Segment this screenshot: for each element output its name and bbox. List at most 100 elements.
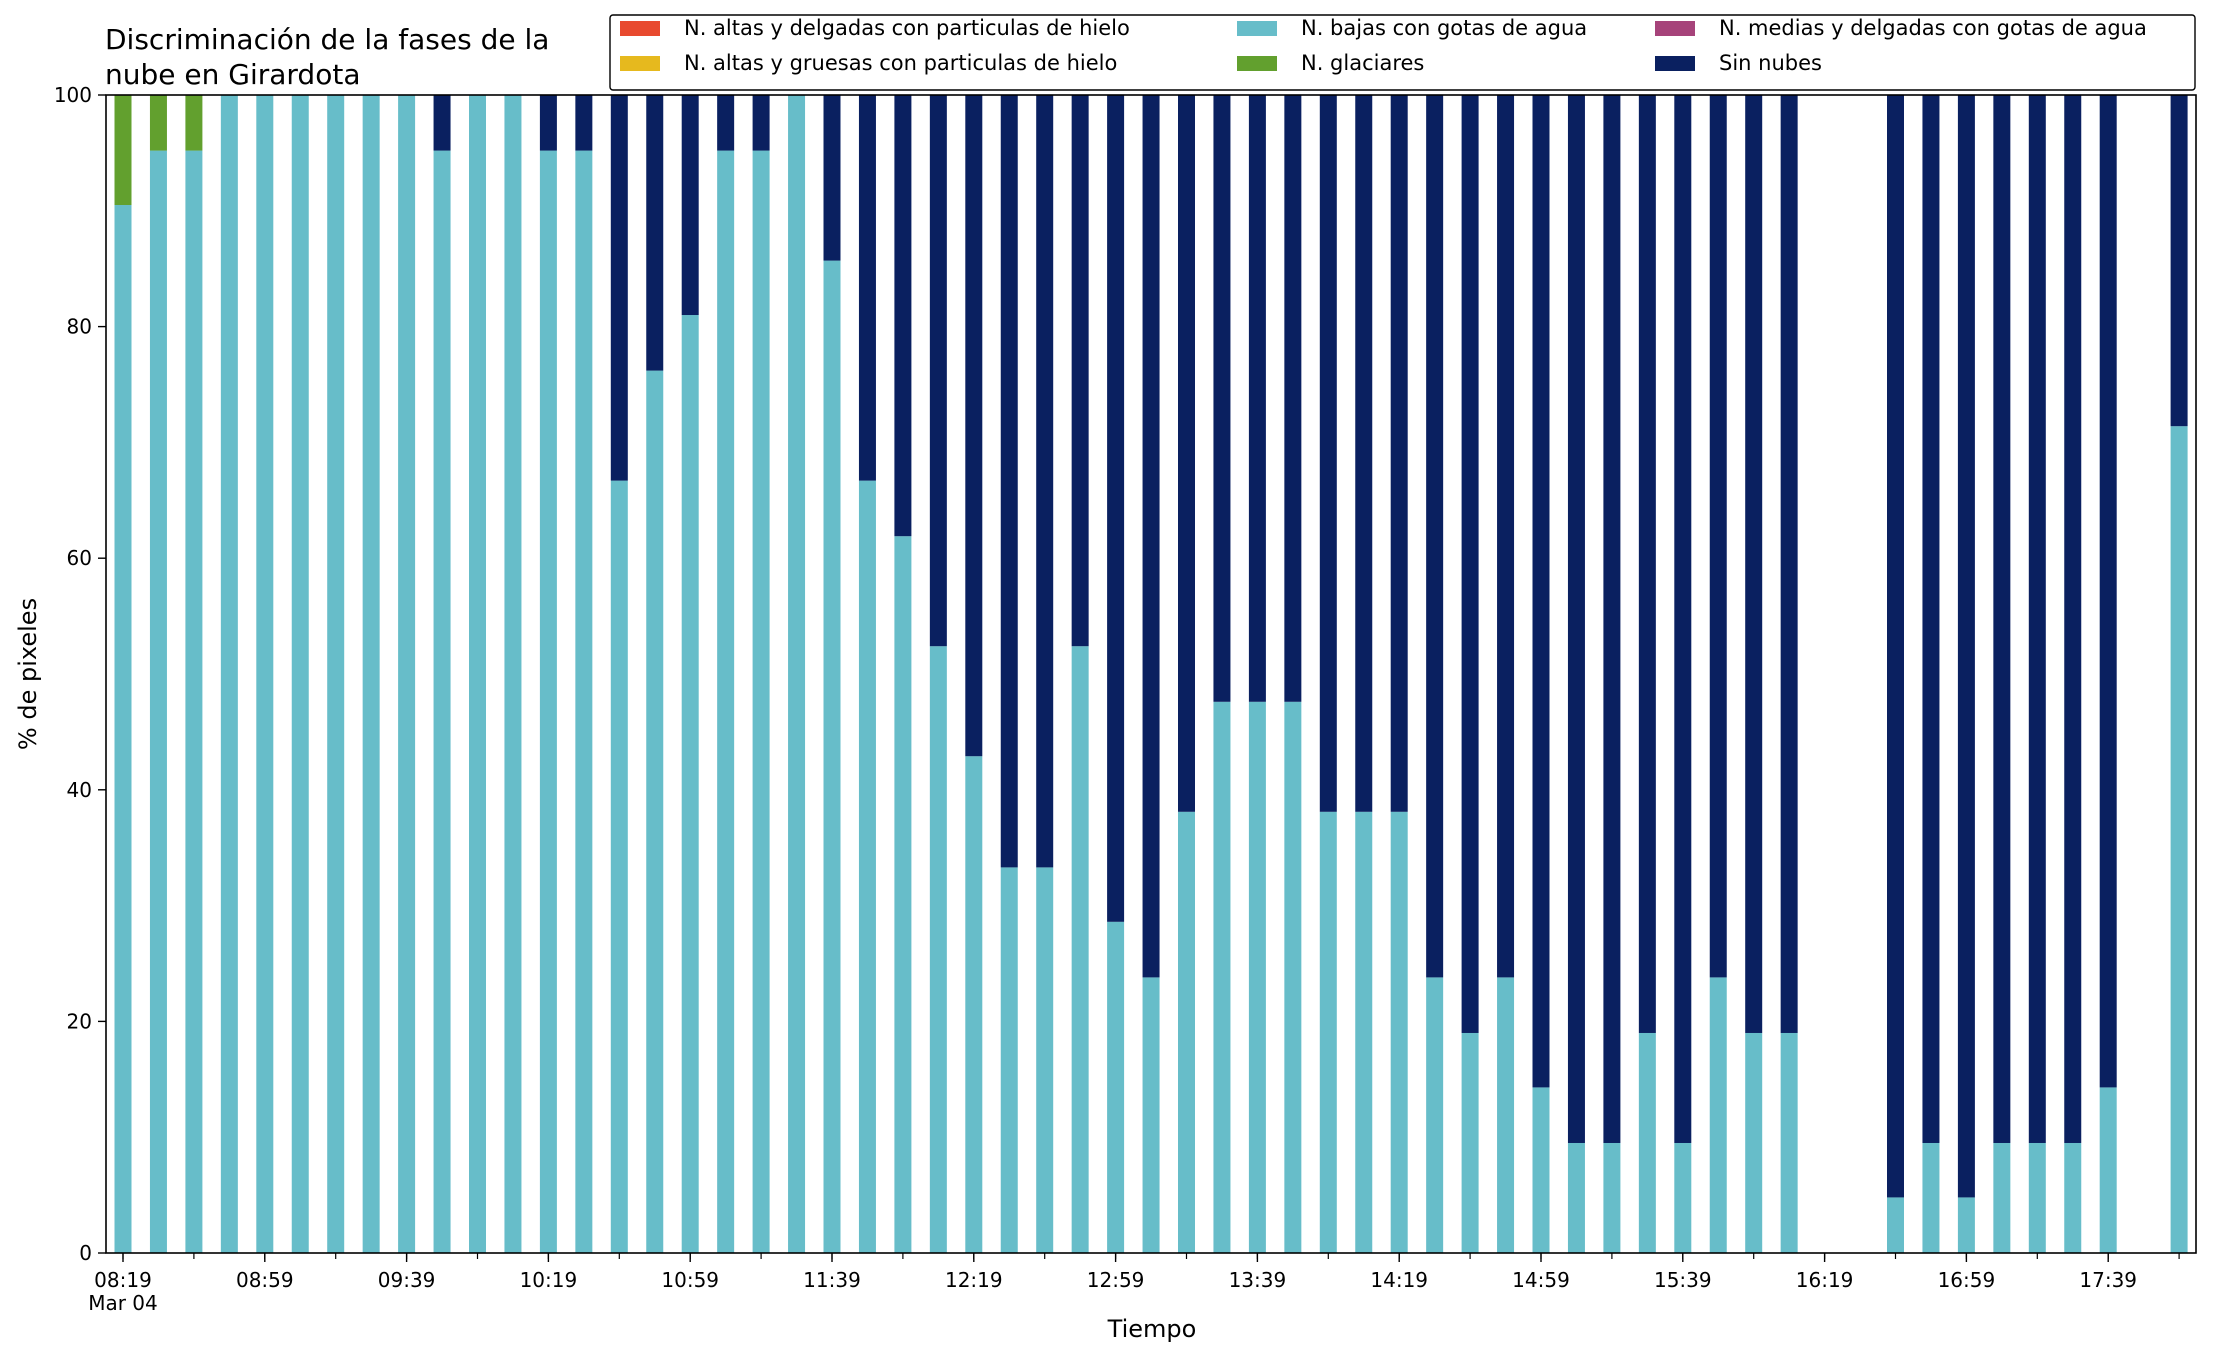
bar-segment-2-26 — [1036, 867, 1054, 1253]
bar-segment-2-43 — [1638, 1032, 1656, 1253]
bar-segment-5-34 — [1319, 95, 1337, 812]
bar-segment-2-9 — [433, 150, 451, 1254]
bar-segment-5-38 — [1461, 95, 1479, 1033]
bar-segment-5-24 — [965, 95, 983, 757]
bar-segment-2-2 — [185, 150, 203, 1254]
legend-label: Sin nubes — [1719, 51, 1822, 75]
y-axis-ticks: 0 20 40 60 80 100 — [54, 83, 106, 1265]
y-tick-label: 40 — [67, 778, 92, 802]
legend-label: N. altas y gruesas con particulas de hie… — [684, 51, 1117, 75]
bar-segment-2-17 — [717, 150, 735, 1254]
bar-segment-5-12 — [539, 95, 557, 151]
legend-label: N. glaciares — [1301, 51, 1424, 75]
bar-segment-2-53 — [1993, 1142, 2011, 1253]
bar-segment-2-23 — [929, 646, 947, 1253]
bar-segment-2-28 — [1107, 921, 1125, 1253]
chart-title-line-1: Discriminación de la fases de la — [105, 23, 549, 56]
bar-segment-2-16 — [681, 315, 699, 1253]
bar-segment-2-1 — [149, 150, 167, 1254]
bar-segment-5-33 — [1284, 95, 1302, 702]
bar-segment-3-0 — [114, 95, 132, 206]
x-tick-label: 09:39 — [378, 1268, 436, 1292]
bar-segment-5-39 — [1497, 95, 1515, 978]
bar-segment-2-3 — [220, 95, 238, 1253]
x-tick-label: 12:59 — [1087, 1268, 1145, 1292]
bar-segment-2-35 — [1355, 811, 1373, 1253]
y-tick-label: 0 — [79, 1241, 92, 1265]
bar-segment-5-16 — [681, 95, 699, 316]
bar-segment-5-51 — [1922, 95, 1940, 1143]
bar-segment-5-36 — [1390, 95, 1408, 812]
x-tick-label: 11:39 — [803, 1268, 861, 1292]
bar-segment-5-21 — [858, 95, 876, 481]
legend-label: N. altas y delgadas con particulas de hi… — [684, 16, 1130, 40]
bar-segment-2-37 — [1426, 977, 1444, 1253]
bar-segment-3-2 — [185, 95, 203, 151]
bar-segment-2-47 — [1780, 1032, 1798, 1253]
bar-segment-2-10 — [469, 95, 486, 1253]
bar-segment-2-22 — [894, 536, 912, 1253]
bar-segment-2-8 — [398, 95, 416, 1253]
bar-segment-5-23 — [929, 95, 947, 647]
bar-segment-2-39 — [1497, 977, 1515, 1253]
legend: N. altas y delgadas con particulas de hi… — [609, 14, 2196, 91]
bar-segment-5-45 — [1709, 95, 1727, 978]
bar-segment-2-15 — [646, 370, 664, 1254]
bar-segment-5-29 — [1142, 95, 1160, 978]
legend-label: N. medias y delgadas con gotas de agua — [1719, 16, 2147, 40]
bar-segment-2-29 — [1142, 977, 1160, 1253]
bar-segment-5-44 — [1674, 95, 1692, 1143]
bar-segment-5-14 — [610, 95, 628, 481]
bar-segment-2-46 — [1745, 1032, 1763, 1253]
bar-segment-5-53 — [1993, 95, 2011, 1143]
x-tick-label: 14:59 — [1512, 1268, 1570, 1292]
bar-segment-2-19 — [788, 95, 806, 1253]
x-tick-label: 17:39 — [2079, 1268, 2137, 1292]
legend-swatch — [620, 21, 660, 36]
y-tick-label: 100 — [54, 83, 92, 107]
bar-segment-2-58 — [2170, 426, 2188, 1253]
x-tick-label: 08:59 — [236, 1268, 294, 1292]
x-tick-label: 10:19 — [520, 1268, 578, 1292]
bar-segment-2-12 — [539, 150, 557, 1254]
x-axis-title: Tiempo — [1107, 1315, 1197, 1343]
bar-segment-2-56 — [2099, 1087, 2117, 1253]
y-axis-title: % de pixeles — [14, 598, 42, 750]
bar-segment-5-40 — [1532, 95, 1550, 1088]
bar-segment-2-36 — [1390, 811, 1408, 1253]
bar-segment-5-41 — [1567, 95, 1585, 1143]
bar-segment-5-22 — [894, 95, 912, 537]
bar-segment-5-31 — [1213, 95, 1231, 702]
legend-swatch — [1237, 21, 1277, 36]
bar-segment-2-11 — [504, 95, 522, 1253]
bar-segment-5-13 — [575, 95, 593, 151]
bar-segment-2-27 — [1071, 646, 1089, 1253]
x-tick-label: 12:19 — [945, 1268, 1003, 1292]
bar-segment-5-9 — [433, 95, 451, 151]
bar-segment-2-38 — [1461, 1032, 1479, 1253]
bar-segment-2-31 — [1213, 701, 1231, 1253]
bar-segment-5-30 — [1178, 95, 1195, 812]
bar-segment-5-28 — [1107, 95, 1125, 922]
legend-swatch — [1655, 21, 1695, 36]
bar-segment-5-32 — [1248, 95, 1266, 702]
x-tick-sublabel: Mar 04 — [88, 1291, 158, 1315]
bar-segment-5-25 — [1000, 95, 1018, 868]
bar-segment-2-52 — [1957, 1197, 1975, 1253]
bar-segment-2-4 — [256, 95, 274, 1253]
bar-segment-5-20 — [823, 95, 841, 261]
bar-segment-2-50 — [1887, 1197, 1904, 1253]
bar-segment-2-21 — [858, 480, 876, 1253]
bar-segment-3-1 — [149, 95, 167, 151]
bar-segment-2-33 — [1284, 701, 1302, 1253]
bar-segment-2-55 — [2064, 1142, 2082, 1253]
x-tick-label: 10:59 — [661, 1268, 719, 1292]
bar-segment-2-0 — [114, 205, 132, 1253]
bar-segment-5-52 — [1957, 95, 1975, 1198]
bar-segment-5-37 — [1426, 95, 1444, 978]
bar-segment-5-50 — [1887, 95, 1904, 1198]
bar-segment-2-40 — [1532, 1087, 1550, 1253]
bar-segment-5-43 — [1638, 95, 1656, 1033]
bar-segment-5-47 — [1780, 95, 1798, 1033]
